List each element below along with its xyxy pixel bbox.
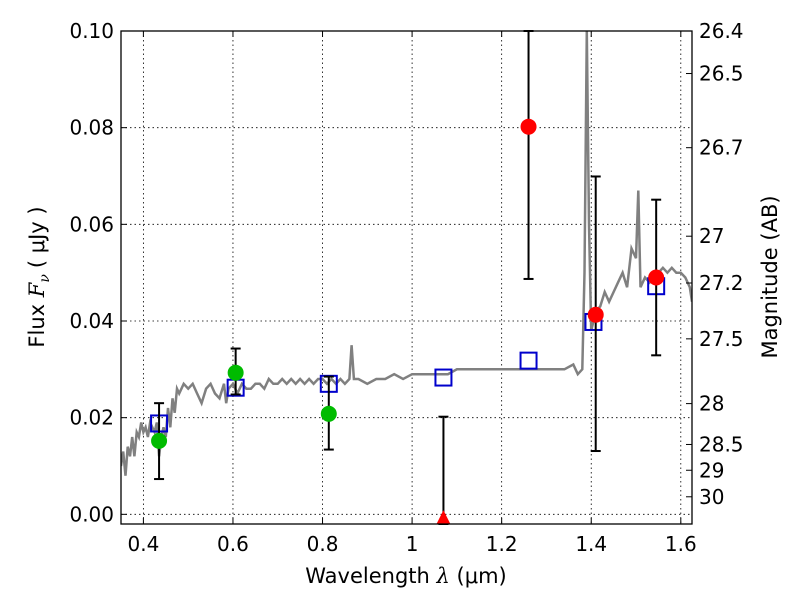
y-tick-label: 0.06 bbox=[69, 212, 114, 236]
x-axis-label-unit: (μm) bbox=[457, 564, 507, 588]
x-tick-label: 0.6 bbox=[217, 532, 249, 556]
magnitude-tick-label: 30 bbox=[699, 485, 724, 509]
model-photometry-marker bbox=[519, 351, 538, 370]
y-tick-label: 0.08 bbox=[69, 116, 114, 140]
data-series bbox=[121, 30, 692, 525]
x-axis-label: Wavelength λ (μm) bbox=[305, 564, 506, 588]
infrared-detections-marker bbox=[587, 306, 604, 323]
infrared-detections-marker bbox=[520, 118, 537, 135]
y-tick-label: 0.04 bbox=[69, 309, 114, 333]
x-tick-label: 1.4 bbox=[575, 532, 607, 556]
model-photometry-marker bbox=[434, 368, 453, 387]
magnitude-tick-label: 28.5 bbox=[699, 432, 744, 456]
x-tick-label: 1 bbox=[406, 532, 419, 556]
grid-lines bbox=[121, 30, 692, 524]
y-axis-label-subscript: ν bbox=[37, 274, 53, 283]
x-axis-label-symbol: λ bbox=[436, 564, 450, 588]
y-axis-label-prefix: Flux bbox=[25, 304, 49, 348]
infrared-detections-marker bbox=[648, 269, 665, 286]
x-tick-label: 0.4 bbox=[127, 532, 159, 556]
magnitude-axis-label: Magnitude (AB) bbox=[758, 195, 782, 358]
magnitude-tick-label: 27.5 bbox=[699, 327, 744, 351]
magnitude-tick-label: 27 bbox=[699, 224, 724, 248]
optical-detections-marker bbox=[227, 364, 244, 381]
magnitude-tick-label: 26.5 bbox=[699, 62, 744, 86]
x-tick-label: 1.6 bbox=[665, 532, 697, 556]
y-tick-label: 0.10 bbox=[69, 19, 114, 43]
magnitude-tick-label: 26.7 bbox=[699, 136, 744, 160]
magnitude-tick-label: 26.4 bbox=[699, 19, 744, 43]
y-axis-label-symbol: F bbox=[25, 281, 49, 298]
x-tick-label: 1.2 bbox=[486, 532, 518, 556]
optical-detections-marker bbox=[320, 405, 337, 422]
template-spectrum-line bbox=[121, 31, 692, 476]
y-tick-label: 0.02 bbox=[69, 406, 114, 430]
x-axis-label-prefix: Wavelength bbox=[305, 564, 430, 588]
upper-limit-marker bbox=[436, 510, 451, 525]
y-tick-label: 0.00 bbox=[69, 502, 114, 526]
magnitude-tick-label: 28 bbox=[699, 392, 724, 416]
y-axis-label: Flux Fν ( μJy ) bbox=[25, 206, 53, 347]
x-tick-label: 0.8 bbox=[307, 532, 339, 556]
magnitude-tick-label: 27.2 bbox=[699, 271, 744, 295]
y-axis-label-unit: ( μJy ) bbox=[25, 206, 49, 268]
axis-ticks: 0.4 0.6 0.8 1 1.2 1.4 1.6 0.00 0.02 0.04 0.06 0.08 0… bbox=[69, 19, 743, 556]
optical-detections-marker bbox=[151, 432, 168, 449]
plot-frame bbox=[120, 30, 693, 525]
magnitude-tick-label: 29 bbox=[699, 458, 724, 482]
